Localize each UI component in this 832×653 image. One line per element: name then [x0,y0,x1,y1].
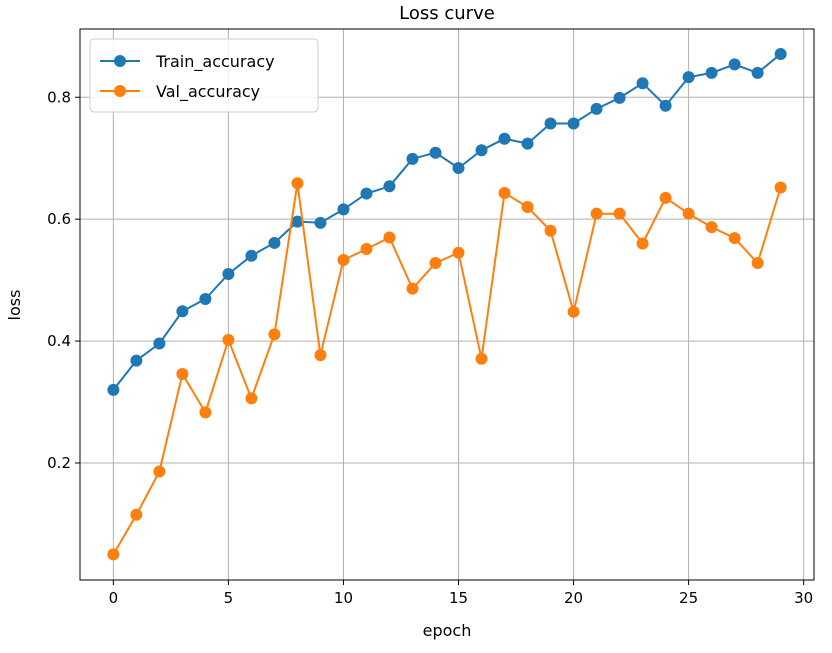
data-point-val [268,328,281,341]
x-tick-label: 10 [334,589,353,607]
data-point-val [107,548,120,561]
data-point-val [291,177,304,190]
data-point-val [314,349,327,362]
data-point-val [153,465,166,478]
data-point-train [590,102,603,115]
data-point-train [567,117,580,130]
data-point-val [728,232,741,245]
y-axis-label: loss [5,290,24,321]
data-point-val [383,231,396,244]
data-point-val [360,243,373,256]
data-point-val [774,181,787,194]
y-tick-label: 0.2 [47,454,71,472]
series-layer [107,47,787,561]
data-point-val [498,186,511,199]
data-point-val [337,254,350,267]
data-point-val [751,257,764,270]
data-point-val [544,224,557,237]
data-point-train [429,146,442,159]
data-point-train [222,268,235,281]
x-tick-label: 20 [564,589,583,607]
data-point-val [406,282,419,295]
data-point-val [521,200,534,213]
data-point-train [475,144,488,157]
legend-marker-train [114,55,126,67]
legend-box [89,38,319,113]
data-point-train [130,354,143,367]
data-point-train [774,47,787,60]
legend-marker-val [114,85,126,97]
data-point-train [360,187,373,200]
data-point-val [245,392,258,405]
x-tick-label: 25 [679,589,698,607]
data-point-val [590,207,603,220]
legend-label-train: Train_accuracy [155,52,275,72]
data-point-train [268,236,281,249]
data-point-train [705,66,718,79]
data-point-train [751,66,764,79]
data-point-val [682,207,695,220]
data-point-val [636,237,649,250]
data-point-train [682,71,695,84]
legend: Train_accuracy Val_accuracy [89,38,319,113]
data-point-train [291,215,304,228]
data-point-val [475,352,488,365]
data-point-val [176,367,189,380]
data-point-train [107,383,120,396]
data-point-train [521,137,534,150]
data-point-val [613,207,626,220]
plot-frame [79,28,815,581]
data-point-train [452,161,465,174]
data-point-val [199,406,212,419]
data-point-val [659,191,672,204]
data-point-val [705,221,718,234]
data-point-train [176,305,189,318]
x-axis-label: epoch [423,621,472,640]
data-point-train [498,132,511,145]
x-tick-label: 15 [449,589,468,607]
y-tick-label: 0.6 [47,210,71,228]
data-point-train [728,58,741,71]
axis-ticks: 0 5 10 15 20 25 30 0.2 0.4 0.6 0.8 [47,88,813,607]
series-line-val [112,182,782,555]
data-point-train [406,152,419,165]
data-point-train [314,216,327,229]
data-point-val [429,257,442,270]
data-point-val [452,246,465,259]
y-tick-label: 0.4 [47,332,71,350]
data-point-train [337,203,350,216]
data-point-val [222,333,235,346]
data-point-train [636,77,649,90]
data-point-val [130,508,143,521]
data-point-val [567,305,580,318]
data-point-train [245,249,258,262]
data-point-train [613,91,626,104]
data-point-train [659,99,672,112]
data-point-train [544,117,557,130]
x-tick-label: 5 [224,589,234,607]
x-tick-label: 30 [794,589,813,607]
legend-label-val: Val_accuracy [156,82,260,102]
y-tick-label: 0.8 [47,88,71,106]
x-tick-label: 0 [109,589,119,607]
data-point-train [153,337,166,350]
chart-title: Loss curve [399,3,495,24]
data-point-train [383,180,396,193]
data-point-train [199,293,212,306]
